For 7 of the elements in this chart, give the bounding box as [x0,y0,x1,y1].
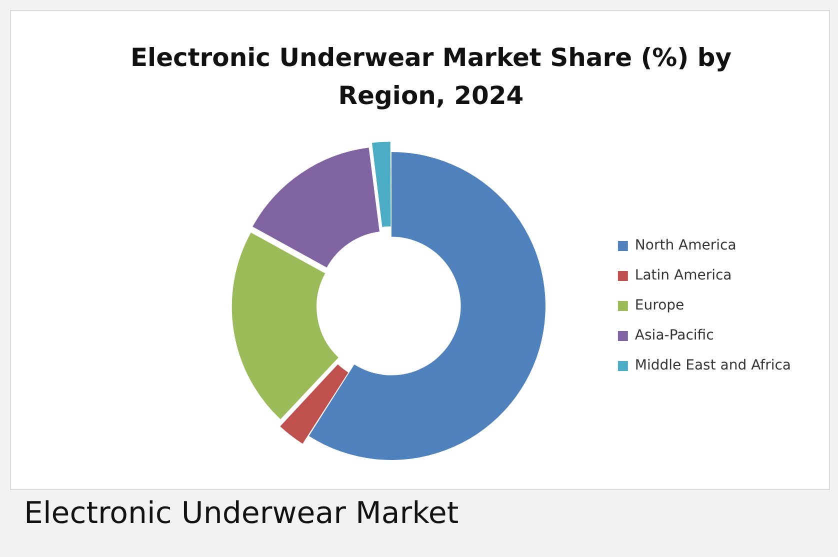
legend-label: Asia-Pacific [634,328,714,344]
text: Electronic Underwear Market [24,496,459,531]
legend-label: Latin America [634,268,732,284]
chart-title: Electronic Underwear Market Share (%) by Region, 2024 [129,42,733,112]
legend-label: Europe [634,298,684,314]
legend-label: Middle East and Africa [634,358,792,374]
legend-label: North America [634,238,736,254]
